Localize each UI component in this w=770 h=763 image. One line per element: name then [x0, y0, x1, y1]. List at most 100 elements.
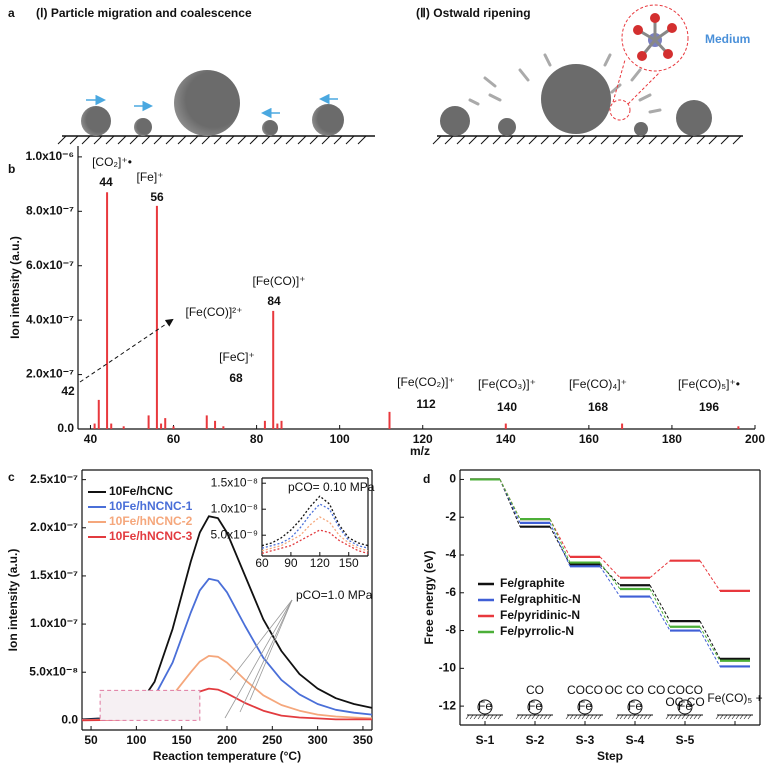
peak-formula: [FeC]⁺	[219, 350, 255, 364]
atom-streak	[483, 76, 497, 88]
ground-hatch	[273, 135, 283, 145]
ground-hatch	[93, 135, 103, 145]
annotation: pCO=1.0 MPa	[296, 588, 373, 602]
icon-hatch	[627, 714, 632, 720]
fe-atom	[477, 699, 493, 715]
y-axis-label: Ion intensity (a.u.)	[8, 236, 22, 339]
ground-hatch	[648, 135, 658, 145]
fe-label: Fe	[578, 699, 592, 713]
connector	[699, 626, 721, 662]
ground-hatch	[117, 135, 127, 145]
y-tick-label: 2.5x10⁻⁷	[30, 472, 78, 486]
peak	[93, 423, 96, 429]
atom-streak	[610, 83, 622, 94]
legend-label: Fe/graphite	[500, 576, 565, 590]
peak	[263, 420, 266, 429]
ground-hatch	[57, 135, 67, 145]
ground-hatch	[624, 135, 634, 145]
x-tick-label: S-4	[626, 733, 645, 747]
ground-hatch	[249, 135, 259, 145]
icon-hatch	[523, 714, 528, 720]
legend-label: Fe/pyrrolic-N	[500, 624, 574, 638]
ground-hatch	[309, 135, 319, 145]
peak-mz: 140	[497, 400, 517, 414]
peak	[172, 426, 175, 429]
particle	[312, 104, 344, 136]
peak-mz: 112	[416, 397, 436, 411]
ground-hatch	[357, 135, 367, 145]
molecule-atom	[663, 49, 673, 59]
icon-hatch	[493, 714, 498, 720]
fe-atom	[527, 699, 543, 715]
y-tick-label: 1.5x10⁻⁸	[211, 475, 258, 489]
molecule-atom	[633, 25, 643, 35]
y-tick-label: 1.0x10⁻⁶	[25, 149, 74, 163]
ground-hatch	[468, 135, 478, 145]
ligand-label: CO	[526, 683, 544, 697]
y-tick-label: 2.0x10⁻⁷	[26, 367, 74, 381]
ground-hatch	[540, 135, 550, 145]
y-tick-label: 0	[449, 472, 456, 486]
peak-formula: [Fe]⁺	[136, 170, 163, 184]
peak-formula: [Fe(CO)]⁺	[253, 274, 306, 288]
annotation-line	[224, 599, 293, 719]
molecule-atom	[650, 13, 660, 23]
peak-mz: 44	[99, 175, 113, 189]
icon-hatch	[747, 714, 752, 720]
icon-hatch	[669, 714, 674, 720]
annotation: pCO= 0.10 MPa	[288, 480, 375, 494]
x-tick-label: 60	[255, 556, 269, 570]
peak-mz: 196	[699, 400, 719, 414]
ground-hatch	[552, 135, 562, 145]
icon-hatch	[685, 714, 690, 720]
icon-hatch	[527, 714, 532, 720]
ground-hatch	[516, 135, 526, 145]
icon-hatch	[735, 714, 740, 720]
panel-label: d	[423, 472, 430, 486]
icon-hatch	[743, 714, 748, 720]
ground-hatch	[456, 135, 466, 145]
atom-streak	[648, 108, 662, 114]
connector	[649, 596, 671, 631]
y-tick-label: 6.0x10⁻⁷	[26, 258, 74, 272]
annotation-line	[249, 599, 293, 701]
icon-hatch	[585, 714, 590, 720]
ground-hatch	[285, 135, 295, 145]
particle	[262, 120, 278, 136]
atom-streak	[488, 93, 502, 102]
peak	[147, 415, 150, 429]
ground-hatch	[213, 135, 223, 145]
connector	[549, 518, 571, 563]
ground-hatch	[492, 135, 502, 145]
connector	[699, 620, 721, 660]
legend-label: 10Fe/hNCNC-2	[109, 514, 193, 528]
series-line	[261, 529, 369, 555]
connector	[549, 526, 571, 565]
ground-hatch	[333, 135, 343, 145]
y-tick-label: -8	[445, 623, 456, 637]
peak	[160, 423, 163, 429]
peak-mz: 168	[588, 400, 608, 414]
x-tick-label: 100	[330, 432, 350, 446]
x-tick-label: 40	[84, 432, 98, 446]
zoom-circle	[621, 4, 689, 72]
x-tick-label: 200	[217, 733, 237, 747]
atom-streak	[638, 93, 652, 102]
ligand-label: COCO	[667, 683, 703, 697]
x-tick-label: S-5	[676, 733, 695, 747]
panel-title: (Ⅱ) Ostwald ripening	[416, 6, 531, 20]
x-tick-label: 150	[339, 556, 359, 570]
icon-hatch	[673, 714, 678, 720]
x-axis-label: Step	[597, 749, 623, 763]
x-tick-label: S-3	[576, 733, 595, 747]
ground-hatch	[345, 135, 355, 145]
ground-hatch	[237, 135, 247, 145]
y-tick-label: -10	[439, 661, 457, 675]
peak	[164, 418, 167, 429]
atom-streak	[630, 68, 642, 82]
x-tick-label: 100	[126, 733, 146, 747]
icon-hatch	[619, 714, 624, 720]
fe-label: Fe	[678, 699, 692, 713]
connector	[649, 560, 671, 579]
